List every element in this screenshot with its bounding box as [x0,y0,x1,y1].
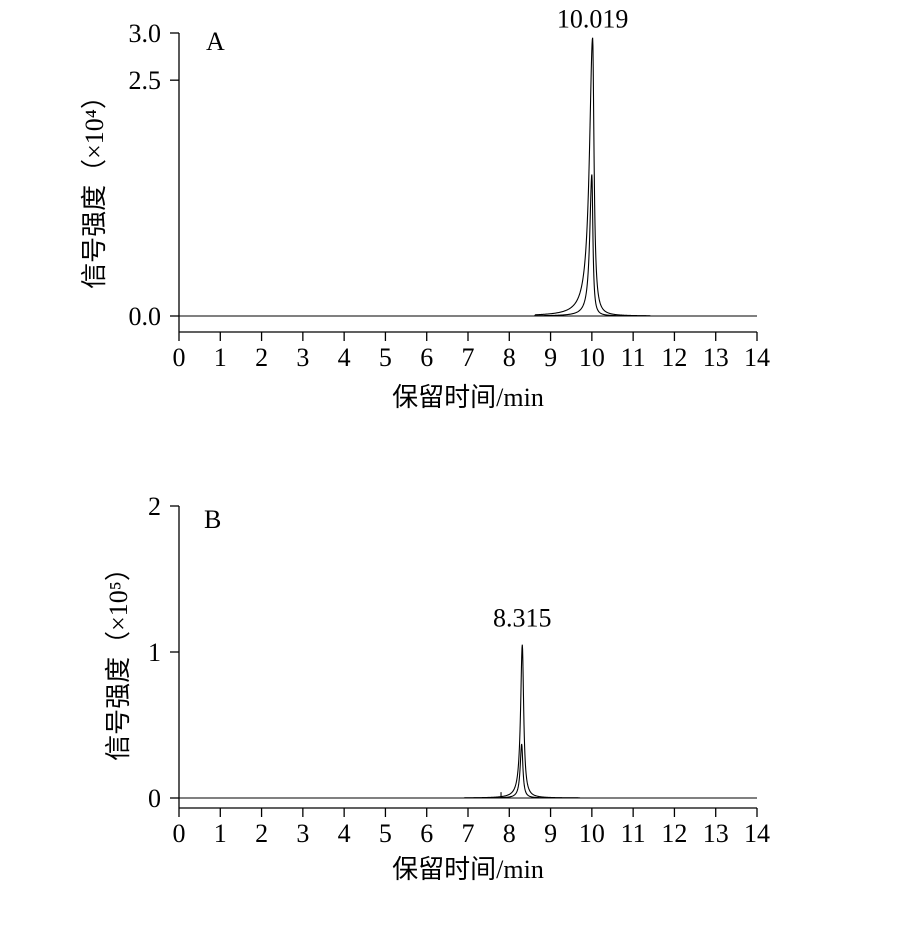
x-tick-label: 6 [420,343,433,372]
chart-panel-a: 0.02.53.00 1 2 3 4 5 6 7 8 9 10 11 12 13 14保留时间/min信号强… [80,5,770,412]
panel-label: B [204,505,221,534]
x-axis-title: 保留时间/min [392,855,544,884]
x-tick-label: 12 [661,343,687,372]
x-tick-label: 13 [703,819,729,848]
x-tick-label: 5 [379,343,392,372]
x-tick-label: 7 [462,343,475,372]
y-tick-label: 3.0 [129,19,162,48]
y-tick-label: 0 [148,784,161,813]
y-tick-label: 2 [148,492,161,521]
peak-trace-series-2 [534,174,650,317]
x-tick-label: 9 [544,343,557,372]
x-axis-title: 保留时间/min [392,383,544,412]
x-tick-label: 1 [214,819,227,848]
x-tick-label: 14 [744,819,770,848]
x-tick-label: 7 [462,819,475,848]
x-tick-label: 4 [338,343,351,372]
panel-label: A [206,27,225,56]
x-tick-label: 12 [661,819,687,848]
y-tick-label: 2.5 [129,66,162,95]
x-tick-label: 6 [420,819,433,848]
x-tick-label: 13 [703,343,729,372]
x-tick-label: 9 [544,819,557,848]
x-tick-label: 2 [255,819,268,848]
x-tick-label: 4 [338,819,351,848]
x-tick-label: 8 [503,343,516,372]
x-tick-label: 0 [173,343,186,372]
peak-trace-series-2 [463,743,580,799]
x-tick-label: 10 [579,343,605,372]
peak-trace-series-1 [534,37,651,317]
peak-retention-label: 10.019 [557,5,629,34]
x-tick-label: 2 [255,343,268,372]
peak-trace-series-1 [464,644,581,799]
x-tick-label: 8 [503,819,516,848]
y-tick-label: 0.0 [129,302,162,331]
y-axis-title: 信号强度（×10⁵） [104,555,133,761]
x-tick-label: 3 [296,819,309,848]
y-axis-title: 信号强度（×10⁴） [80,83,109,289]
x-tick-label: 11 [621,819,646,848]
x-tick-label: 11 [621,343,646,372]
x-tick-label: 14 [744,343,770,372]
x-tick-label: 3 [296,343,309,372]
x-tick-label: 10 [579,819,605,848]
peak-retention-label: 8.315 [493,604,552,633]
x-tick-label: 5 [379,819,392,848]
x-tick-label: 0 [173,819,186,848]
x-tick-label: 1 [214,343,227,372]
y-tick-label: 1 [148,638,161,667]
